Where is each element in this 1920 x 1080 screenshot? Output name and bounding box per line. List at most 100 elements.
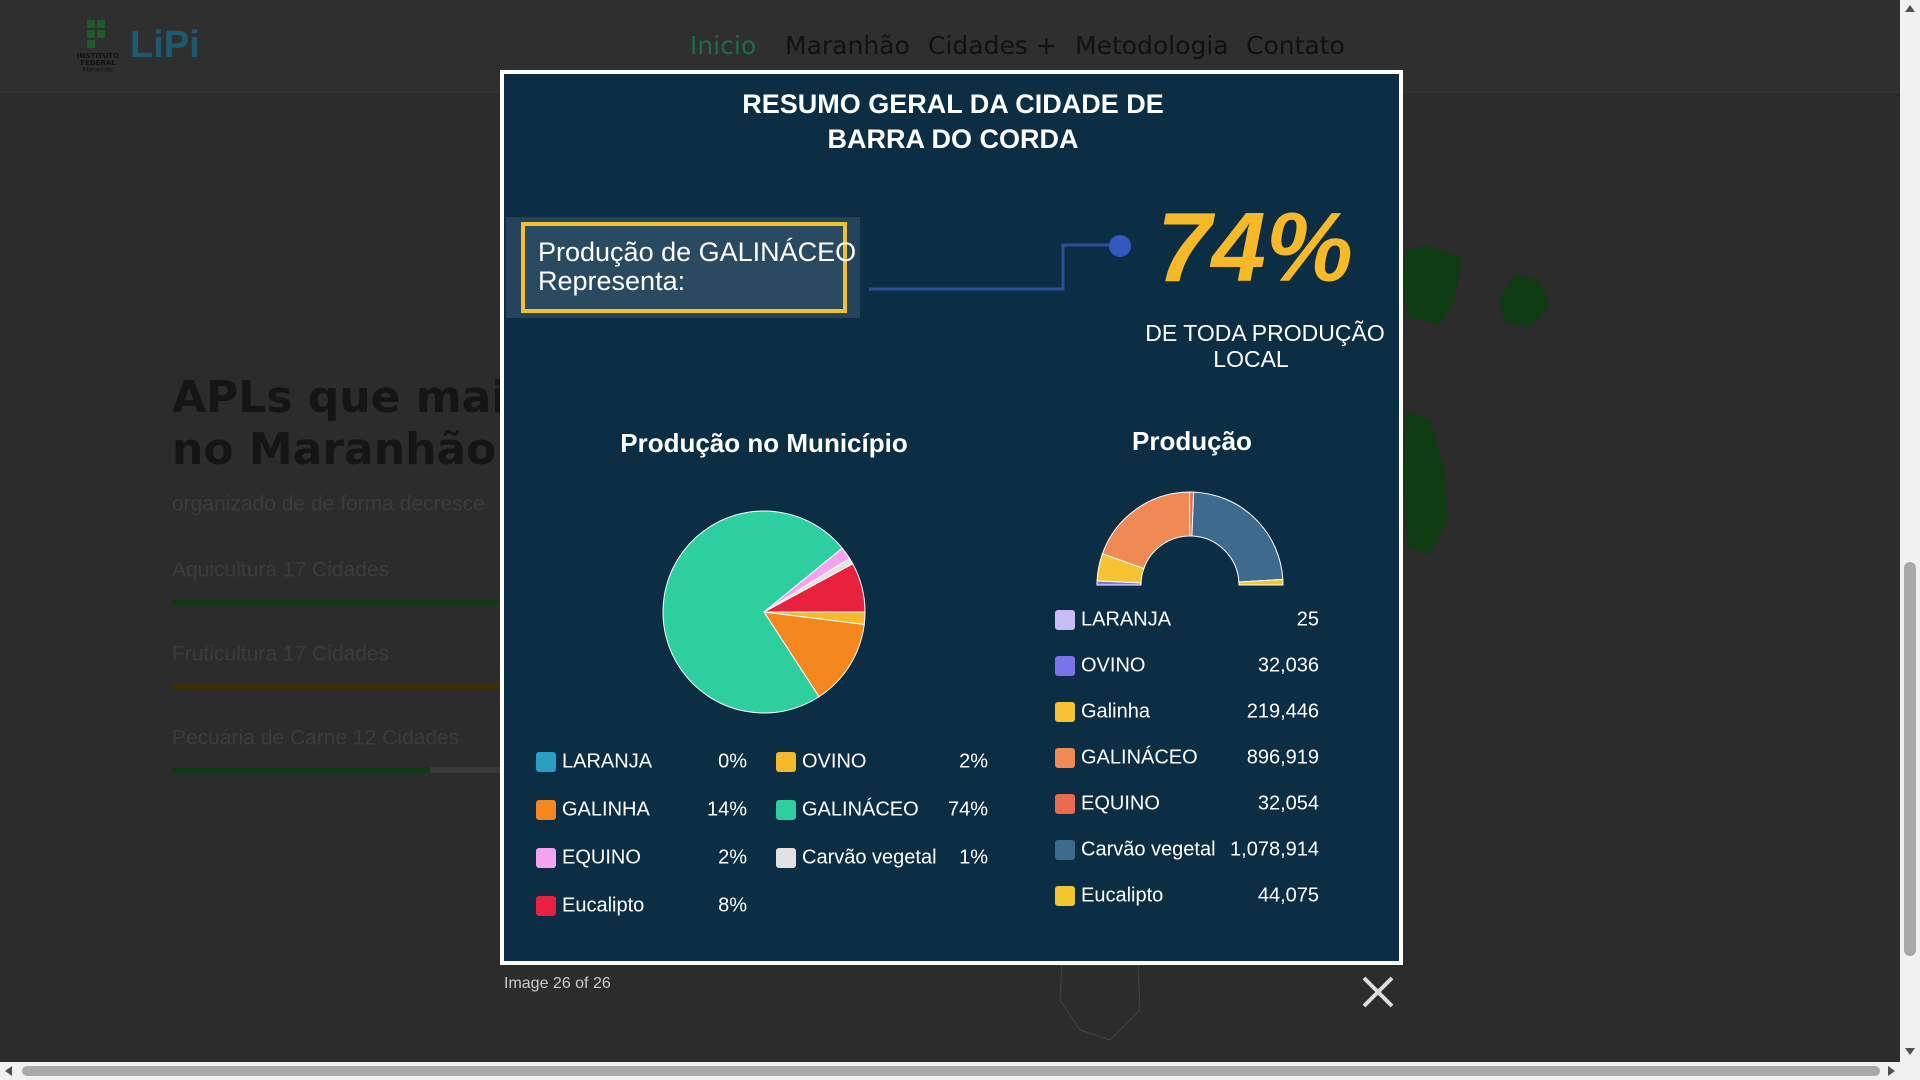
legend-value: 14% <box>707 798 747 820</box>
legend-value: 219,446 <box>1247 700 1319 722</box>
pie-slice <box>763 563 866 613</box>
legend-label: Eucalipto <box>1081 884 1163 906</box>
pie-chart: LARANJA 0% OVINO 2% GALINHA 14% GALINÁCEO 74% EQ… <box>536 510 988 916</box>
donut-title: Produção <box>1132 426 1252 456</box>
legend-label: OVINO <box>1081 654 1145 676</box>
legend-value: 1% <box>959 846 988 868</box>
legend-swatch <box>1055 702 1075 722</box>
legend-swatch <box>536 800 556 820</box>
logo-square <box>87 30 95 38</box>
nav-link[interactable]: Metodologia <box>1075 31 1229 60</box>
donut-slice <box>1238 578 1284 586</box>
logo-square <box>97 30 105 38</box>
legend-label: LARANJA <box>1081 608 1172 630</box>
highlight-text: Representa: <box>538 266 685 296</box>
legend-label: EQUINO <box>1081 792 1160 814</box>
scroll-up-arrow[interactable] <box>1905 5 1915 12</box>
logo-square <box>97 20 105 28</box>
legend-swatch <box>1055 656 1075 676</box>
apl-bar <box>172 767 430 773</box>
section-subtitle: organizado de de forma decresce <box>172 493 485 516</box>
highlight-text: Produção de GALINÁCEO <box>538 237 856 267</box>
legend-value: 32,036 <box>1258 654 1319 676</box>
legend-label: Carvão vegetal <box>1081 838 1216 860</box>
legend-label: GALINÁCEO <box>1081 745 1198 768</box>
apl-label: Fruticultura 17 Cidades <box>172 643 389 666</box>
legend-swatch <box>776 848 796 868</box>
legend-label: GALINHA <box>562 798 650 820</box>
legend-value: 896,919 <box>1247 746 1319 768</box>
big-caption: LOCAL <box>1213 346 1289 372</box>
legend-value: 44,075 <box>1258 884 1319 906</box>
legend-value: 2% <box>718 846 747 868</box>
legend-value: 74% <box>948 798 988 820</box>
lightbox-caption: Image 26 of 26 <box>504 975 611 992</box>
legend-swatch <box>776 800 796 820</box>
donut-chart: LARANJA 25 OVINO 32,036 Galinha 219,446 GALINÁ… <box>1055 491 1319 906</box>
pie-slice <box>662 510 843 714</box>
highlight-border <box>521 222 847 313</box>
legend-swatch <box>776 752 796 772</box>
legend-swatch <box>1055 610 1075 630</box>
pie-title: Produção no Município <box>620 428 907 458</box>
logo-square <box>87 20 95 28</box>
legend-value: 2% <box>959 750 988 772</box>
legend-label: OVINO <box>802 750 866 772</box>
apl-list: Aquicultura 17 Cidades Fruticultura 17 Ci… <box>172 559 502 773</box>
map-region <box>1059 964 1141 1041</box>
logo-emblem-text: FEDERAL <box>80 59 116 67</box>
donut-slice <box>1191 491 1284 583</box>
apl-bar <box>172 683 502 689</box>
nav-link[interactable]: Cidades + <box>928 31 1057 60</box>
legend-label: EQUINO <box>562 846 641 868</box>
legend-swatch <box>536 848 556 868</box>
legend-value: 0% <box>718 750 747 772</box>
scroll-left-arrow[interactable] <box>5 1066 12 1076</box>
close-button[interactable] <box>1362 976 1394 1008</box>
legend-label: LARANJA <box>562 750 653 772</box>
legend-value: 1,078,914 <box>1230 838 1319 860</box>
section-title: no Maranhão <box>172 424 496 475</box>
logo[interactable]: INSTITUTO FEDERAL Maranhão LiPi <box>77 20 200 74</box>
nav-link[interactable]: Contato <box>1246 31 1345 60</box>
nav-link[interactable]: Maranhão <box>785 31 910 60</box>
pie-slice <box>762 611 865 698</box>
infographic-title: RESUMO GERAL DA CIDADE DE <box>742 89 1164 119</box>
map-region <box>1497 274 1551 329</box>
legend-swatch <box>1055 840 1075 860</box>
apl-label: Aquicultura 17 Cidades <box>172 559 389 582</box>
scroll-down-arrow[interactable] <box>1905 1048 1915 1055</box>
connector-dot <box>1109 235 1131 257</box>
legend-swatch <box>536 896 556 916</box>
logo-text: LiPi <box>130 24 200 66</box>
big-caption: DE TODA PRODUÇÃO <box>1145 320 1384 346</box>
legend-swatch <box>1055 748 1075 768</box>
big-value: 74% <box>1157 192 1353 302</box>
map-region <box>1402 409 1449 556</box>
logo-emblem-text: INSTITUTO <box>77 52 119 60</box>
nav-link[interactable]: Inicio <box>690 31 756 60</box>
scroll-right-arrow[interactable] <box>1888 1066 1895 1076</box>
horizontal-scroll-thumb[interactable] <box>22 1066 1880 1076</box>
legend-value: 25 <box>1297 608 1319 630</box>
legend-label: Eucalipto <box>562 894 644 916</box>
legend-swatch <box>536 752 556 772</box>
logo-square <box>87 40 95 48</box>
apl-bar <box>172 599 502 605</box>
legend-value: 8% <box>718 894 747 916</box>
apl-label: Pecuária de Carne 12 Cidades <box>172 727 459 750</box>
legend-label: Carvão vegetal <box>802 846 937 868</box>
nav: Inicio Maranhão Cidades + Metodologia Contat… <box>690 31 1345 60</box>
legend-label: Galinha <box>1081 700 1151 722</box>
connector <box>869 243 1120 291</box>
vertical-scroll-thumb[interactable] <box>1904 562 1916 956</box>
map-region <box>1399 244 1463 326</box>
legend-value: 32,054 <box>1258 792 1319 814</box>
legend-label: GALINÁCEO <box>802 797 919 820</box>
close-icon <box>1362 976 1394 1008</box>
legend-swatch <box>1055 794 1075 814</box>
logo-emblem-text: Maranhão <box>83 67 113 74</box>
